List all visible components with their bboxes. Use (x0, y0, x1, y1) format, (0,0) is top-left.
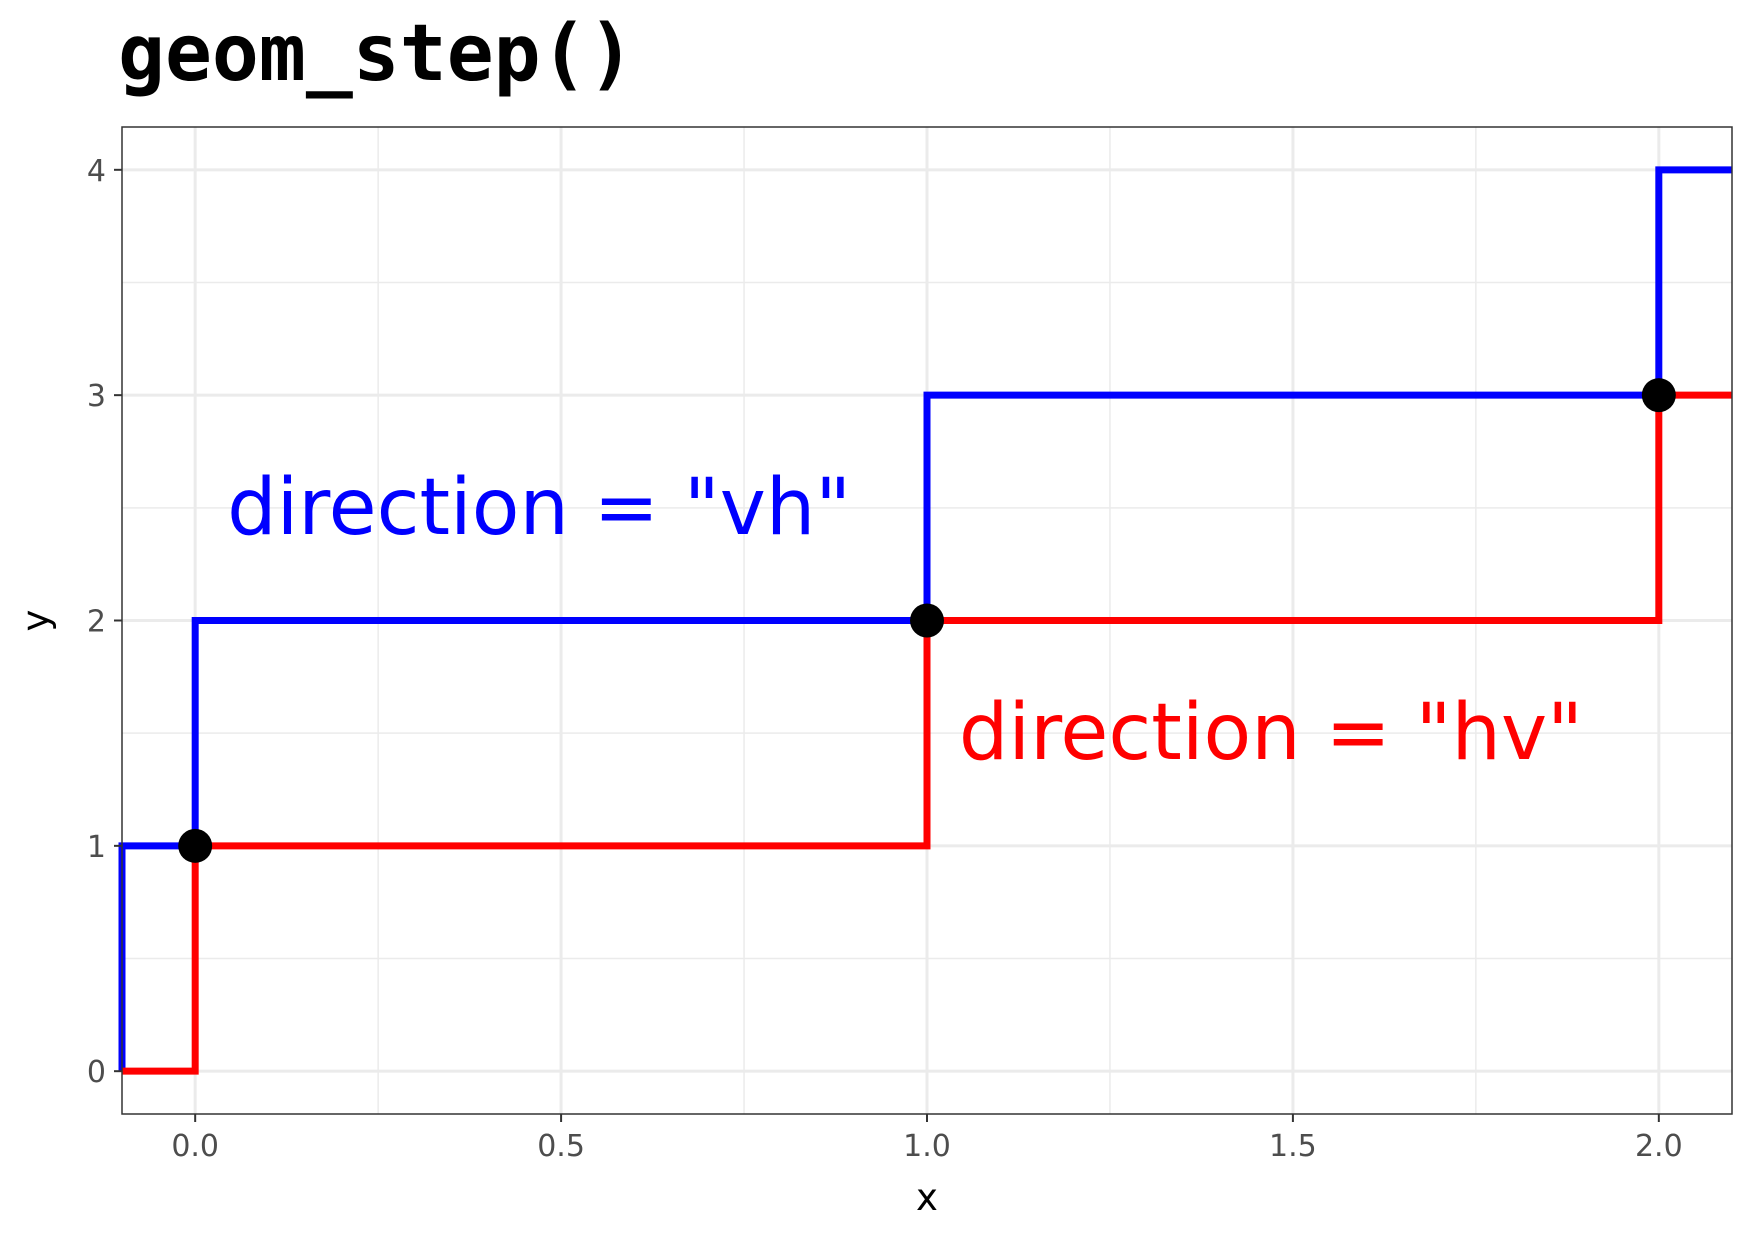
data-point (910, 603, 944, 638)
x-axis-title: x (916, 1176, 938, 1219)
x-tick-label: 1.0 (903, 1129, 951, 1164)
x-tick-label: 1.5 (1269, 1129, 1317, 1164)
y-axis: 0 1 2 3 4 (87, 154, 122, 1090)
annotation-vh: direction = "vh" (227, 463, 851, 553)
y-tick-label: 3 (87, 379, 106, 414)
y-tick-label: 0 (87, 1055, 106, 1090)
data-point (178, 828, 213, 863)
x-tick-label: 2.0 (1635, 1129, 1683, 1164)
data-point (1641, 378, 1676, 413)
y-tick-label: 2 (87, 605, 106, 640)
x-tick-label: 0.5 (537, 1129, 585, 1164)
x-tick-label: 0.0 (171, 1129, 219, 1164)
y-axis-title: y (14, 610, 57, 632)
annotation-hv: direction = "hv" (959, 688, 1583, 778)
step-line-hv (122, 391, 1732, 1075)
chart-title: geom_step() (118, 9, 635, 99)
y-tick-label: 4 (87, 154, 106, 189)
annotations: direction = "vh" direction = "hv" (227, 463, 1583, 778)
data-points (178, 378, 1676, 863)
y-tick-label: 1 (87, 830, 106, 865)
x-axis: 0.0 0.5 1.0 1.5 2.0 (171, 1114, 1683, 1164)
